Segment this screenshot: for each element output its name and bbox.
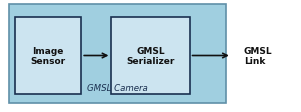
Bar [9,4,226,103]
Text: GMSL
Link: GMSL Link [244,46,272,66]
Bar [111,18,190,94]
Text: Image
Sensor: Image Sensor [31,46,66,66]
Text: GMSL
Serializer: GMSL Serializer [126,46,175,66]
Text: GMSL Camera: GMSL Camera [87,83,148,92]
Bar [15,18,81,94]
